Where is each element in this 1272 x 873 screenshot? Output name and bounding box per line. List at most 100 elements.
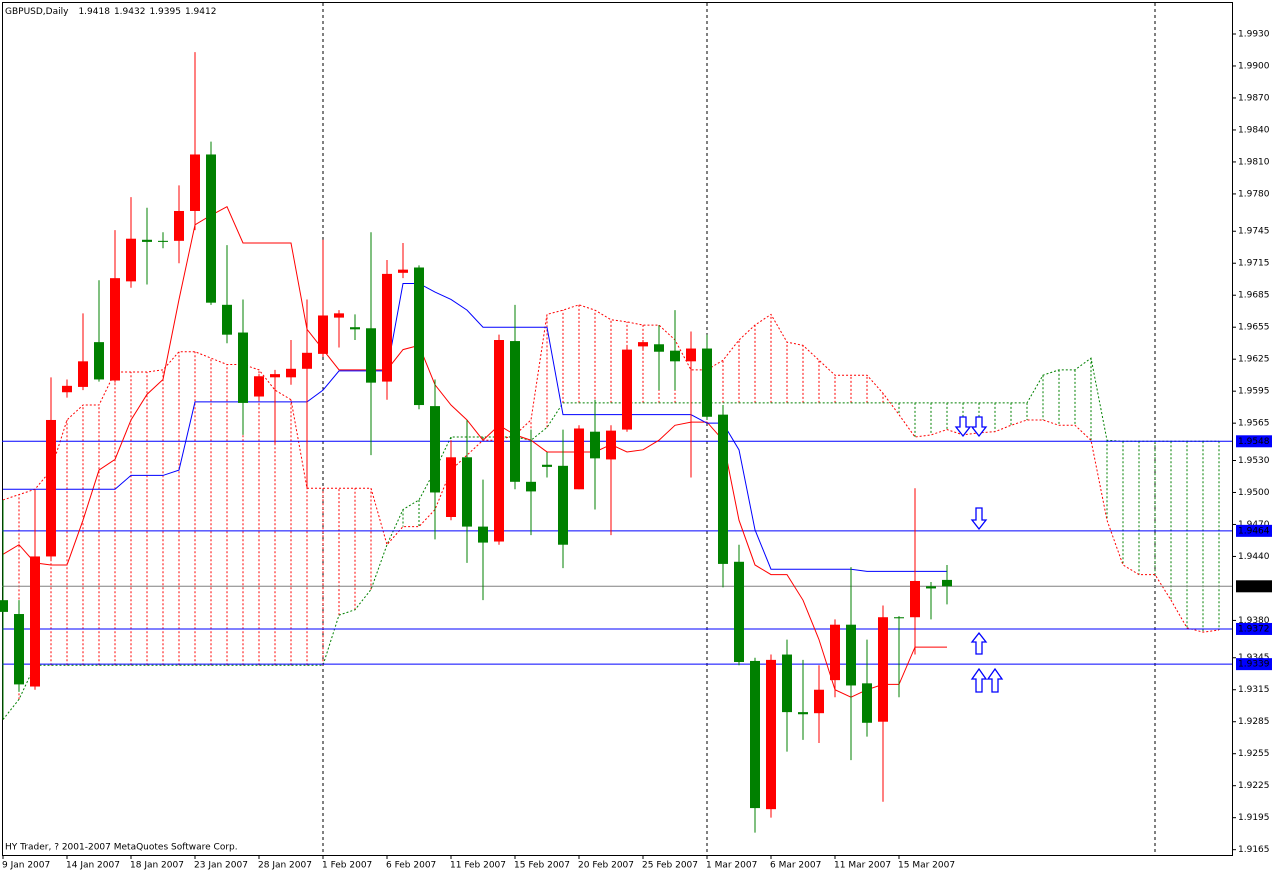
candle-body [302, 352, 312, 369]
candle-body [750, 660, 760, 809]
chart-header: GBPUSD,Daily 1.9418 1.9432 1.9395 1.9412 [5, 7, 216, 17]
candle-body [814, 689, 824, 714]
candle-body [206, 154, 216, 303]
price-level-label: 1.9339 [1238, 660, 1270, 670]
y-tick-label: 1.9780 [1238, 189, 1270, 199]
y-tick-label: 1.9870 [1238, 93, 1270, 103]
candle-body [862, 683, 872, 723]
plot-frame [2, 2, 1233, 856]
y-tick-label: 1.9225 [1238, 781, 1270, 791]
candle-body [686, 348, 696, 362]
x-tick-label: 1 Feb 2007 [322, 861, 372, 871]
candle-body [174, 210, 184, 241]
candle-body [270, 374, 280, 378]
header-close: 1.9412 [185, 7, 217, 17]
candle-body [430, 406, 440, 493]
y-tick-label: 1.9440 [1238, 552, 1270, 562]
signal-arrows [954, 416, 1004, 693]
candle-body [526, 481, 536, 492]
bid-tag [1236, 580, 1272, 593]
candle-body [718, 414, 728, 564]
down-arrow [970, 507, 988, 531]
x-tick-label: 6 Feb 2007 [386, 861, 436, 871]
candle-body [606, 430, 616, 460]
y-tick-label: 1.9715 [1238, 259, 1270, 269]
candle-body [510, 341, 520, 482]
candle-body [334, 313, 344, 318]
price-level-tag [1236, 658, 1272, 671]
price-level-label: 1.9372 [1238, 624, 1270, 634]
candle-body [670, 350, 680, 362]
candle-body [462, 457, 472, 527]
candle-body [894, 617, 904, 619]
y-tick-label: 1.9315 [1238, 685, 1270, 695]
candle-body [142, 239, 152, 242]
y-tick-label: 1.9655 [1238, 323, 1270, 333]
y-tick-label: 1.9900 [1238, 61, 1270, 71]
down-arrow [970, 416, 988, 438]
y-tick-label: 1.9595 [1238, 387, 1270, 397]
candle-body [942, 579, 952, 587]
x-tick-label: 20 Feb 2007 [578, 861, 634, 871]
candle-body [846, 624, 856, 686]
candle-body [878, 617, 888, 722]
candle-body [574, 428, 584, 490]
y-tick-label: 1.9745 [1238, 227, 1270, 237]
y-tick-label: 1.9530 [1238, 456, 1270, 466]
candle-body [94, 342, 104, 380]
up-arrow [970, 667, 988, 693]
price-level-tag [1236, 524, 1272, 537]
y-tick-label: 1.9195 [1238, 813, 1270, 823]
bid-label: 1.9412 [1238, 582, 1270, 592]
price-level-label: 1.9464 [1238, 526, 1270, 536]
price-level-tag [1236, 435, 1272, 448]
senkou-span-a [2, 357, 1219, 720]
indicator-line [2, 206, 947, 698]
candle-body [542, 464, 552, 467]
candle-body [110, 278, 120, 381]
candle-body [46, 419, 56, 557]
candle-body [238, 332, 248, 403]
candle-body [414, 267, 424, 406]
y-tick-label: 1.9625 [1238, 355, 1270, 365]
x-tick-label: 11 Mar 2007 [834, 861, 891, 871]
candle-body [254, 376, 264, 397]
candle-body [654, 344, 664, 352]
y-tick-label: 1.9565 [1238, 419, 1270, 429]
candle-body [494, 340, 504, 542]
price-level-label: 1.9548 [1238, 437, 1270, 447]
candle-body [782, 654, 792, 713]
candle-body [30, 556, 40, 687]
candle-body [734, 561, 744, 663]
x-tick-label: 14 Jan 2007 [66, 861, 120, 871]
candle-body [318, 315, 328, 354]
header-open: 1.9418 [78, 7, 110, 17]
candle-body [382, 273, 392, 382]
indicator-line [3, 282, 947, 572]
x-tick-label: 23 Jan 2007 [194, 861, 248, 871]
candle-body [158, 240, 168, 242]
up-arrow [970, 631, 988, 655]
y-tick-label: 1.9255 [1238, 749, 1270, 759]
x-tick-label: 11 Feb 2007 [450, 861, 506, 871]
x-tick-label: 15 Feb 2007 [514, 861, 570, 871]
candle-body [190, 154, 200, 211]
y-tick-label: 1.9165 [1238, 845, 1270, 855]
candle-body [590, 431, 600, 459]
candle-body [126, 238, 136, 282]
candle-body [14, 614, 24, 685]
x-tick-label: 15 Mar 2007 [898, 861, 955, 871]
candle-body [478, 526, 488, 543]
symbol-title: GBPUSD,Daily [5, 7, 69, 17]
x-tick-label: 9 Jan 2007 [2, 861, 50, 871]
price-level-tag [1236, 622, 1272, 635]
candle-body [622, 349, 632, 430]
candle-body [78, 361, 88, 387]
candle-body [558, 465, 568, 545]
candle-body [766, 659, 776, 810]
candle-body [702, 348, 712, 417]
candle-body [0, 600, 8, 612]
down-arrow [954, 416, 972, 438]
